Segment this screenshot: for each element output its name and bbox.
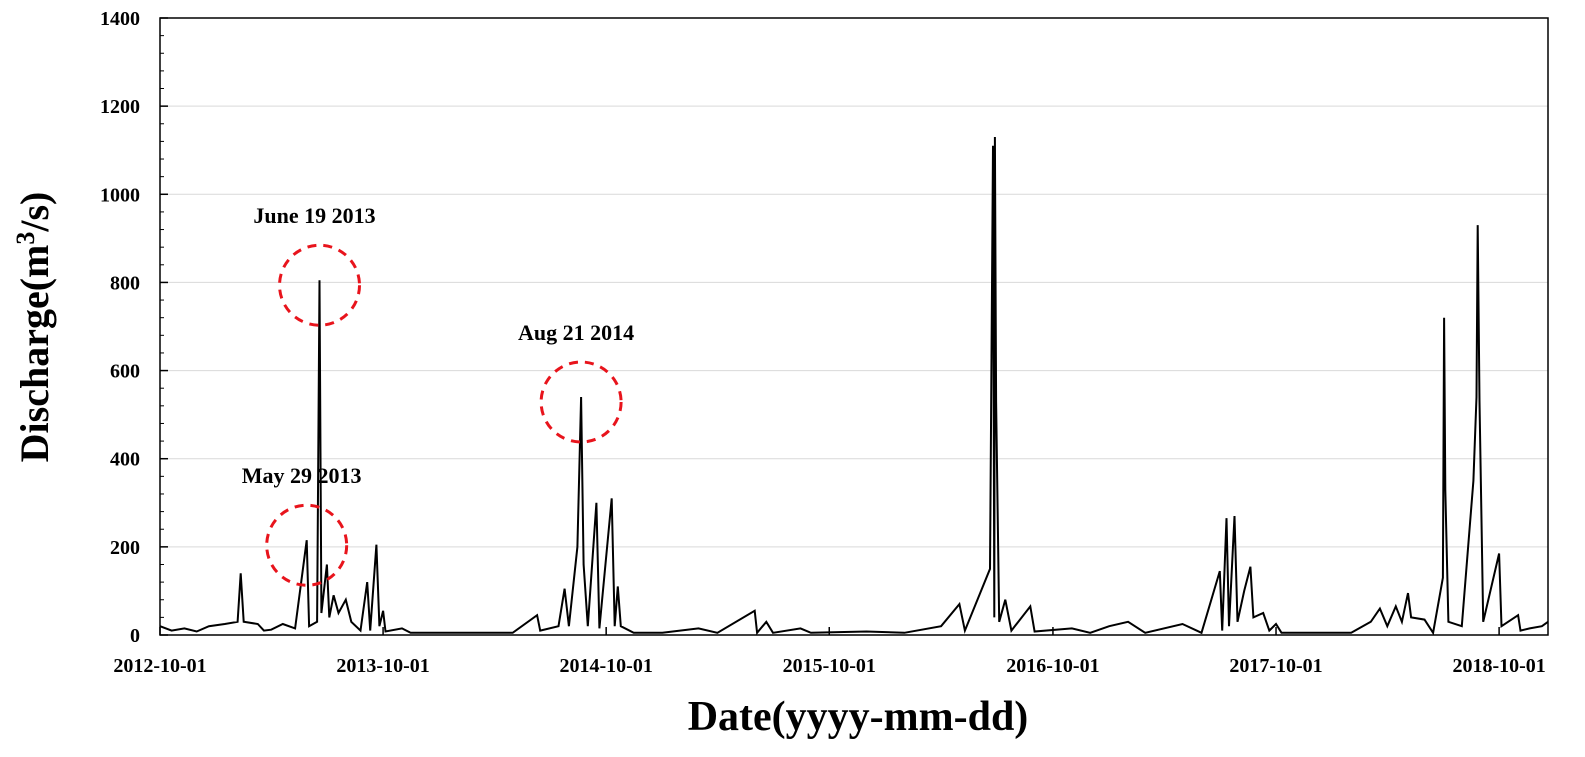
x-tick-label: 2017-10-01	[1229, 655, 1322, 677]
y-tick-label: 600	[110, 361, 140, 383]
annotation-label: Aug 21 2014	[518, 320, 634, 345]
x-axis-title: Date(yyyy-mm-dd)	[688, 694, 1029, 740]
annotation-label: May 29 2013	[242, 463, 362, 488]
x-tick-label: 2018-10-01	[1452, 655, 1545, 677]
y-tick-label: 1200	[100, 96, 140, 118]
series-layer	[159, 136, 1549, 636]
discharge-line	[159, 136, 1549, 636]
y-axis-title-main: Discharge(m	[12, 245, 57, 463]
plot-area-frame	[159, 17, 1549, 636]
y-tick-label: 800	[110, 272, 140, 294]
annotation-label: June 19 2013	[253, 203, 375, 228]
x-tick-label: 2013-10-01	[336, 655, 429, 677]
y-axis-title-end: /s)	[12, 192, 57, 233]
annotation-circle	[278, 243, 362, 327]
y-tick-label: 1400	[100, 8, 140, 30]
gridlines	[160, 105, 1548, 548]
x-tick-label: 2012-10-01	[113, 655, 206, 677]
axis-ticks: 0 200 400 600 800 1000 1200 1400 2012-10-01 2013-…	[100, 8, 1546, 677]
annotation-circle	[265, 503, 349, 587]
y-axis-title-superscript: 3	[11, 232, 40, 245]
x-tick-label: 2014-10-01	[560, 655, 653, 677]
x-tick-label: 2016-10-01	[1006, 655, 1099, 677]
x-tick-label: 2015-10-01	[783, 655, 876, 677]
y-tick-label: 400	[110, 449, 140, 471]
annotation-circle	[539, 360, 623, 444]
y-tick-label: 1000	[100, 184, 140, 206]
annotation-layer: June 19 2013 May 29 2013 Aug 21 2014	[242, 203, 634, 587]
y-tick-label: 200	[110, 537, 140, 559]
y-axis-title: Discharge(m3/s)	[11, 192, 57, 463]
y-tick-label: 0	[130, 625, 140, 647]
